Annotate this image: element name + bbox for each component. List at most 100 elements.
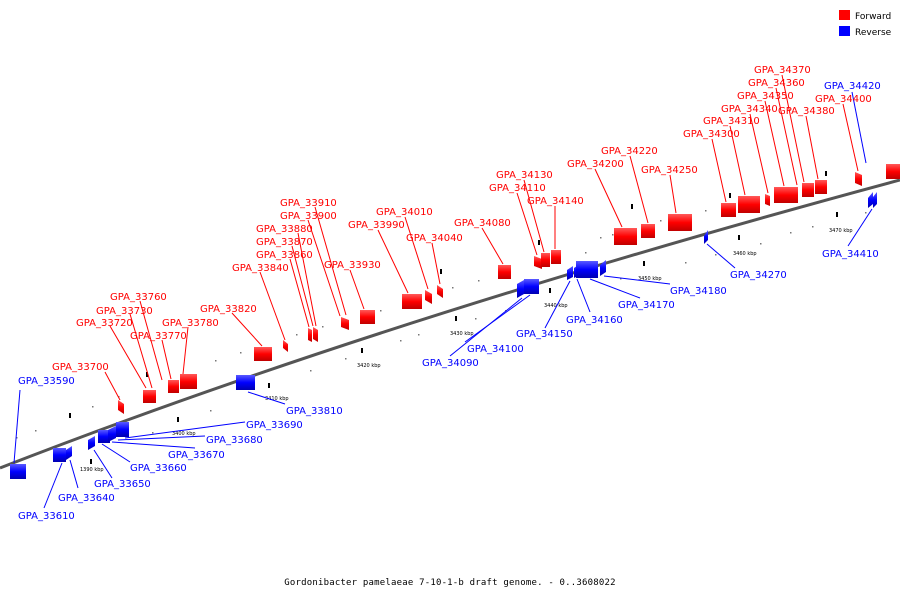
gene-label[interactable]: GPA_34310 bbox=[703, 116, 760, 127]
gene-label[interactable]: GPA_33590 bbox=[18, 376, 75, 387]
gene-block[interactable] bbox=[802, 183, 814, 197]
gene-block[interactable] bbox=[614, 228, 637, 245]
gene-block[interactable] bbox=[551, 250, 561, 264]
gene-label[interactable]: GPA_33680 bbox=[206, 435, 263, 446]
gene-block[interactable] bbox=[283, 340, 288, 352]
gene-label[interactable]: GPA_34350 bbox=[737, 91, 794, 102]
gene-block[interactable] bbox=[567, 266, 573, 280]
gene-label[interactable]: GPA_33610 bbox=[18, 511, 75, 522]
gene-label[interactable]: GPA_33870 bbox=[256, 237, 313, 248]
gene-block[interactable] bbox=[143, 390, 156, 403]
gene-block[interactable] bbox=[437, 285, 443, 298]
gene-label[interactable]: GPA_33640 bbox=[58, 493, 115, 504]
gene-label[interactable]: GPA_34200 bbox=[567, 159, 624, 170]
gene-label[interactable]: GPA_34150 bbox=[516, 329, 573, 340]
gene-block[interactable] bbox=[517, 280, 524, 298]
gene-label[interactable]: GPA_33650 bbox=[94, 479, 151, 490]
forward-leaders bbox=[104, 74, 859, 401]
gene-label[interactable]: GPA_34410 bbox=[822, 249, 879, 260]
gene-label[interactable]: GPA_34270 bbox=[730, 270, 787, 281]
gene-label[interactable]: GPA_33780 bbox=[162, 318, 219, 329]
gene-block[interactable] bbox=[534, 256, 542, 269]
gene-label[interactable]: GPA_33720 bbox=[76, 318, 133, 329]
gene-block[interactable] bbox=[641, 224, 655, 238]
gene-block[interactable] bbox=[402, 294, 422, 309]
gene-block[interactable] bbox=[886, 164, 900, 179]
gene-block[interactable] bbox=[774, 187, 798, 203]
genome-axis bbox=[0, 178, 900, 470]
gene-label[interactable]: GPA_33910 bbox=[280, 198, 337, 209]
gene-block[interactable] bbox=[668, 214, 692, 231]
gene-label[interactable]: GPA_34140 bbox=[527, 196, 584, 207]
gene-block[interactable] bbox=[236, 375, 255, 390]
gene-label[interactable]: GPA_33900 bbox=[280, 211, 337, 222]
gene-label[interactable]: GPA_34220 bbox=[601, 146, 658, 157]
gene-label[interactable]: GPA_34100 bbox=[467, 344, 524, 355]
gene-label[interactable]: GPA_34010 bbox=[376, 207, 433, 218]
forward-labels: GPA_33700 GPA_33720 GPA_33730 GPA_33760 … bbox=[52, 65, 872, 373]
gene-label[interactable]: GPA_34080 bbox=[454, 218, 511, 229]
gene-block[interactable] bbox=[308, 328, 312, 342]
gene-label[interactable]: GPA_33700 bbox=[52, 362, 109, 373]
gene-block[interactable] bbox=[254, 347, 272, 361]
gene-label[interactable]: GPA_33730 bbox=[96, 306, 153, 317]
gene-label[interactable]: GPA_34250 bbox=[641, 165, 698, 176]
gene-block[interactable] bbox=[118, 400, 124, 414]
gene-label[interactable]: GPA_33670 bbox=[168, 450, 225, 461]
gene-label[interactable]: GPA_33760 bbox=[110, 292, 167, 303]
gene-label[interactable]: GPA_33810 bbox=[286, 406, 343, 417]
gene-label[interactable]: GPA_33840 bbox=[232, 263, 289, 274]
tick-label: 3400 kbp bbox=[172, 431, 196, 437]
gene-block[interactable] bbox=[180, 374, 197, 389]
gene-label[interactable]: GPA_34130 bbox=[496, 170, 553, 181]
gene-block[interactable] bbox=[66, 446, 72, 460]
gene-label[interactable]: GPA_33820 bbox=[200, 304, 257, 315]
gene-block[interactable] bbox=[600, 260, 606, 276]
gene-label[interactable]: GPA_33930 bbox=[324, 260, 381, 271]
legend-forward-swatch bbox=[839, 10, 850, 20]
gene-block[interactable] bbox=[341, 317, 349, 330]
gene-block[interactable] bbox=[498, 265, 511, 279]
gene-block[interactable] bbox=[168, 380, 179, 393]
gene-block[interactable] bbox=[524, 279, 539, 294]
gene-block[interactable] bbox=[815, 180, 827, 194]
gene-block[interactable] bbox=[88, 436, 95, 450]
gene-block[interactable] bbox=[765, 194, 770, 206]
gene-label[interactable]: GPA_34300 bbox=[683, 129, 740, 140]
gene-label[interactable]: GPA_33770 bbox=[130, 331, 187, 342]
gene-block[interactable] bbox=[855, 172, 862, 186]
gene-block[interactable] bbox=[576, 261, 598, 278]
gene-label[interactable]: GPA_33990 bbox=[348, 220, 405, 231]
gene-block[interactable] bbox=[738, 196, 760, 213]
gene-label[interactable]: GPA_34370 bbox=[754, 65, 811, 76]
gene-block[interactable] bbox=[704, 230, 708, 244]
gene-label[interactable]: GPA_34040 bbox=[406, 233, 463, 244]
gene-label[interactable]: GPA_34340 bbox=[721, 104, 778, 115]
gene-label[interactable]: GPA_34400 bbox=[815, 94, 872, 105]
gene-label[interactable]: GPA_34160 bbox=[566, 315, 623, 326]
gene-label[interactable]: GPA_34380 bbox=[778, 106, 835, 117]
gene-block[interactable] bbox=[360, 310, 375, 324]
gene-label[interactable]: GPA_33660 bbox=[130, 463, 187, 474]
gene-block[interactable] bbox=[53, 448, 66, 462]
gene-block[interactable] bbox=[116, 422, 129, 437]
tick-label: 3430 kbp bbox=[450, 331, 474, 337]
gene-block[interactable] bbox=[10, 464, 26, 479]
gene-label[interactable]: GPA_33860 bbox=[256, 250, 313, 261]
gene-label[interactable]: GPA_34180 bbox=[670, 286, 727, 297]
gene-label[interactable]: GPA_34170 bbox=[618, 300, 675, 311]
gene-label[interactable]: GPA_33690 bbox=[246, 420, 303, 431]
gene-label[interactable]: GPA_34360 bbox=[748, 78, 805, 89]
gene-block[interactable] bbox=[868, 192, 873, 208]
gene-block[interactable] bbox=[721, 203, 736, 217]
gene-label[interactable]: GPA_34420 bbox=[824, 81, 881, 92]
gene-block[interactable] bbox=[541, 253, 550, 267]
gene-block[interactable] bbox=[108, 426, 116, 442]
gene-block[interactable] bbox=[98, 430, 110, 443]
gene-label[interactable]: GPA_34090 bbox=[422, 358, 479, 369]
gene-block[interactable] bbox=[313, 327, 318, 342]
gene-block[interactable] bbox=[425, 290, 432, 304]
gene-label[interactable]: GPA_34110 bbox=[489, 183, 546, 194]
gene-label[interactable]: GPA_33880 bbox=[256, 224, 313, 235]
gene-block[interactable] bbox=[873, 192, 877, 208]
